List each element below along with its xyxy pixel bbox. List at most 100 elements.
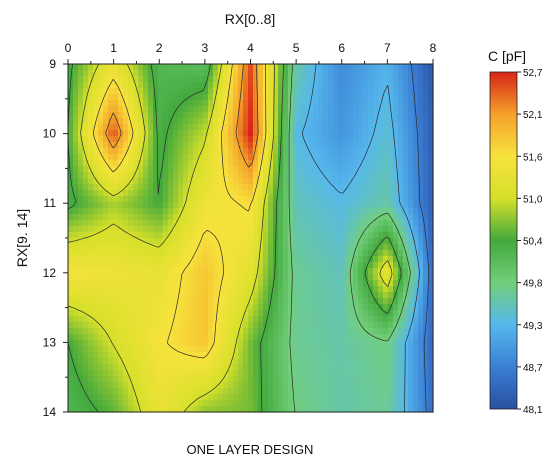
heatmap-cell [118,268,124,275]
heatmap-cell [303,256,309,263]
heatmap-cell [98,310,104,317]
heatmap-cell [78,214,84,221]
heatmap-cell [328,310,334,317]
heatmap-cell [293,124,299,131]
heatmap-cell [143,220,149,227]
heatmap-cell [413,274,419,281]
heatmap-cell [418,178,424,185]
heatmap-cell [68,406,74,413]
heatmap-cell [298,172,304,179]
heatmap-cell [423,310,429,317]
heatmap-cell [353,352,359,359]
heatmap-cell [273,388,279,395]
heatmap-cell [418,202,424,209]
heatmap-cell [268,292,274,299]
heatmap-cell [378,406,384,413]
heatmap-cell [423,268,429,275]
heatmap-cell [88,118,94,125]
heatmap-cell [208,280,214,287]
heatmap-cell [368,172,374,179]
heatmap-cell [148,178,154,185]
heatmap-cell [288,262,294,269]
heatmap-cell [383,106,389,113]
heatmap-cell [378,238,384,245]
heatmap-cell [303,268,309,275]
heatmap-cell [163,100,169,107]
heatmap-cell [118,310,124,317]
heatmap-cell [68,160,74,167]
heatmap-cell [183,352,189,359]
heatmap-cell [83,226,89,233]
heatmap-cell [218,244,224,251]
heatmap-cell [378,364,384,371]
heatmap-cell [98,70,104,77]
heatmap-cell [283,166,289,173]
heatmap-cell [93,286,99,293]
heatmap-cell [198,256,204,263]
heatmap-cell [343,292,349,299]
heatmap-cell [403,334,409,341]
heatmap-cell [238,388,244,395]
heatmap-cell [408,166,414,173]
heatmap-cell [373,400,379,407]
heatmap-cell [313,292,319,299]
heatmap-cell [93,76,99,83]
heatmap-cell [313,262,319,269]
heatmap-cell [338,130,344,137]
heatmap-cell [268,100,274,107]
heatmap-cell [133,370,139,377]
heatmap-cell [118,256,124,263]
heatmap-cell [178,298,184,305]
heatmap-cell [158,286,164,293]
heatmap-cell [303,322,309,329]
heatmap-cell [228,196,234,203]
heatmap-cell [133,328,139,335]
heatmap-cell [153,124,159,131]
heatmap-cell [183,382,189,389]
heatmap-cell [208,106,214,113]
heatmap-cell [313,76,319,83]
heatmap-cell [328,298,334,305]
heatmap-cell [298,70,304,77]
heatmap-cell [423,124,429,131]
heatmap-cell [403,70,409,77]
heatmap-cell [223,340,229,347]
heatmap-cell [88,298,94,305]
heatmap-cell [373,262,379,269]
heatmap-cell [228,238,234,245]
heatmap-cell [143,136,149,143]
heatmap-cell [143,154,149,161]
heatmap-cell [163,94,169,101]
heatmap-cell [213,196,219,203]
heatmap-cell [423,172,429,179]
heatmap-cell [113,226,119,233]
heatmap-cell [303,220,309,227]
heatmap-cell [268,106,274,113]
heatmap-cell [418,298,424,305]
heatmap-cell [403,184,409,191]
heatmap-cell [93,142,99,149]
heatmap-cell [93,280,99,287]
heatmap-cell [293,280,299,287]
heatmap-cell [218,124,224,131]
heatmap-cell [288,220,294,227]
heatmap-cell [258,388,264,395]
heatmap-cell [248,166,254,173]
heatmap-cell [103,106,109,113]
heatmap-cell [358,136,364,143]
heatmap-cell [258,76,264,83]
heatmap-cell [68,184,74,191]
heatmap-cell [308,256,314,263]
heatmap-cell [223,292,229,299]
heatmap-cell [278,382,284,389]
heatmap-cell [308,148,314,155]
heatmap-cell [128,400,134,407]
heatmap-cell [208,214,214,221]
heatmap-cell [218,112,224,119]
heatmap-cell [238,214,244,221]
heatmap-cell [418,220,424,227]
heatmap-cell [423,298,429,305]
heatmap-cell [328,130,334,137]
heatmap-cell [258,70,264,77]
heatmap-cell [413,100,419,107]
